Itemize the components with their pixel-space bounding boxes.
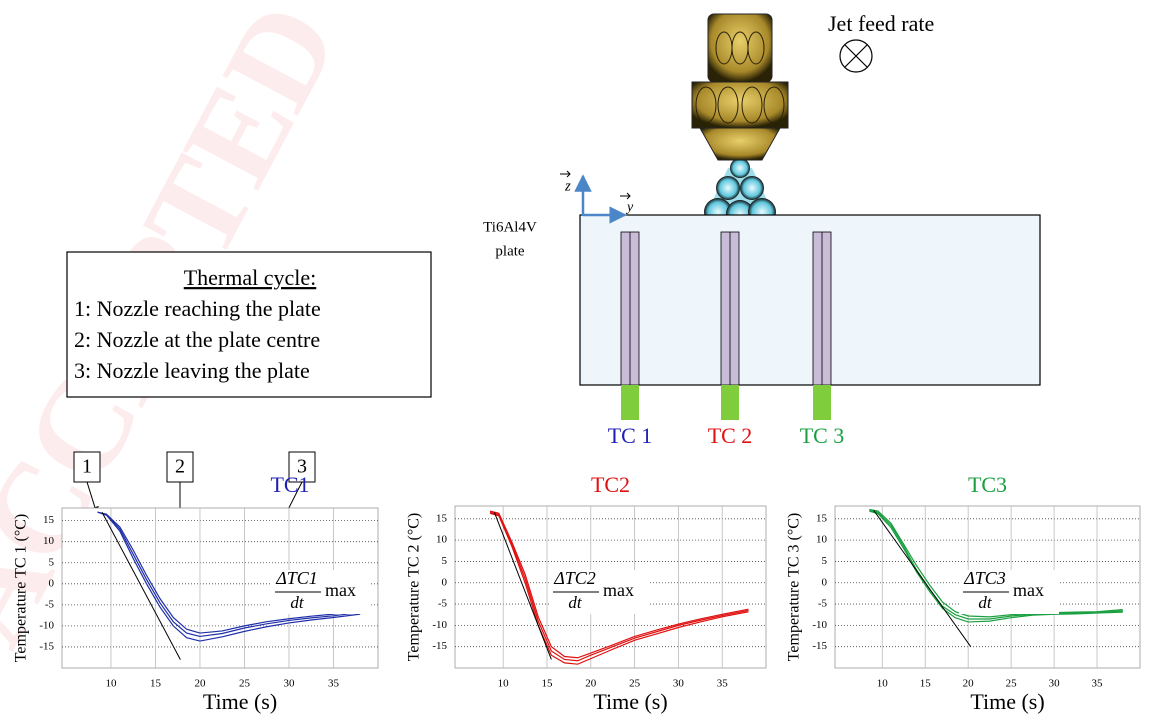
plate-label: plate: [495, 243, 524, 259]
y-axis-label: Temperature TC 1 (°C): [13, 514, 30, 663]
x-tick-label: 20: [963, 678, 975, 690]
thermocouple-tip: [721, 385, 739, 420]
tangent-line: [101, 511, 181, 660]
y-tick-label: 5: [49, 556, 55, 568]
x-tick-label: 10: [877, 678, 889, 690]
y-tick-label: -5: [45, 598, 55, 610]
plate-label: Ti6Al4V: [483, 219, 537, 235]
y-tick-label: -15: [39, 640, 54, 652]
x-tick-label: 30: [1049, 678, 1061, 690]
feed-symbol: [839, 39, 873, 73]
tangent-line: [493, 512, 552, 660]
y-tick-label: -10: [39, 619, 54, 631]
x-tick-label: 10: [105, 678, 117, 690]
y-tick-label: -15: [432, 640, 447, 652]
jet-label: Jet feed rate: [828, 11, 934, 36]
nozzle: [691, 13, 789, 236]
axis-y-label: y: [625, 200, 634, 215]
y-tick-label: 5: [822, 555, 828, 567]
rate-numerator: ΔTC1: [275, 568, 318, 588]
x-tick-label: 25: [1006, 678, 1018, 690]
x-tick-label: 30: [283, 678, 295, 690]
legend-title: Thermal cycle:: [184, 265, 317, 290]
legend-item: 2: Nozzle at the plate centre: [74, 327, 320, 352]
y-tick-label: 10: [436, 534, 448, 546]
series-line: [97, 511, 361, 642]
x-tick-label: 15: [150, 678, 162, 690]
rate-denominator: dt: [978, 593, 993, 612]
x-axis-label: Time (s): [970, 689, 1044, 714]
marker-label: 2: [175, 456, 185, 478]
axis-z-label: z: [564, 178, 571, 194]
series-line: [489, 511, 749, 662]
legend-item: 1: Nozzle reaching the plate: [74, 296, 321, 321]
y-tick-label: -5: [818, 598, 828, 610]
y-axis-label: Temperature TC 3 (°C): [786, 513, 803, 662]
y-tick-label: -10: [812, 619, 827, 631]
x-tick-label: 30: [673, 678, 685, 690]
series-line: [489, 510, 749, 659]
y-tick-label: 15: [43, 514, 55, 526]
legend-box: [66, 251, 432, 398]
x-tick-label: 10: [498, 678, 510, 690]
x-axis-label: Time (s): [593, 689, 667, 714]
y-tick-label: 15: [816, 512, 828, 524]
x-tick-label: 25: [629, 678, 641, 690]
x-tick-label: 35: [1092, 678, 1104, 690]
x-tick-label: 25: [239, 678, 251, 690]
y-tick-label: 15: [436, 512, 448, 524]
y-tick-label: -5: [438, 598, 448, 610]
y-axis-label: Temperature TC 2 (°C): [406, 513, 423, 662]
marker-label: 1: [82, 456, 92, 478]
tangent-line: [873, 509, 972, 647]
y-tick-label: 0: [49, 577, 55, 589]
x-tick-label: 20: [194, 678, 206, 690]
plate: [579, 214, 1041, 386]
x-tick-label: 35: [717, 678, 729, 690]
feed-symbol-cross: [844, 44, 868, 68]
x-tick-label: 20: [585, 678, 597, 690]
x-tick-label: 35: [328, 678, 340, 690]
rate-suffix: max: [325, 580, 356, 600]
x-tick-label: 15: [920, 678, 932, 690]
marker-label: 3: [297, 456, 307, 478]
y-tick-label: 0: [822, 576, 828, 588]
rate-suffix: max: [1013, 580, 1044, 600]
rate-suffix: max: [603, 580, 634, 600]
thermocouple-label: TC 3: [800, 423, 845, 448]
marker-box: [288, 451, 316, 483]
series-line: [869, 509, 1123, 620]
x-axis-label: Time (s): [203, 689, 277, 714]
y-tick-label: 10: [816, 534, 828, 546]
thermocouple-tip: [621, 385, 639, 420]
y-tick-label: -10: [432, 619, 447, 631]
series-line: [869, 510, 1123, 623]
thermocouple-tip: [813, 385, 831, 420]
rate-numerator: ΔTC2: [553, 568, 596, 588]
rate-numerator: ΔTC3: [963, 568, 1006, 588]
y-tick-label: 5: [442, 555, 448, 567]
y-tick-label: 10: [43, 535, 55, 547]
thermocouple-label: TC 1: [608, 423, 653, 448]
legend-item: 3: Nozzle leaving the plate: [74, 358, 310, 383]
thermocouple-label: TC 2: [708, 423, 753, 448]
y-tick-label: -15: [812, 640, 827, 652]
x-tick-label: 15: [541, 678, 553, 690]
rate-denominator: dt: [290, 593, 305, 612]
y-tick-label: 0: [442, 576, 448, 588]
chart-title: TC2: [591, 472, 630, 497]
vector-arrows: [560, 170, 631, 200]
rate-denominator: dt: [568, 593, 583, 612]
series-line: [97, 511, 361, 638]
chart-title: TC3: [968, 472, 1007, 497]
series-line: [97, 511, 361, 634]
chart-title: TC1: [270, 472, 309, 497]
series-line: [489, 512, 749, 665]
